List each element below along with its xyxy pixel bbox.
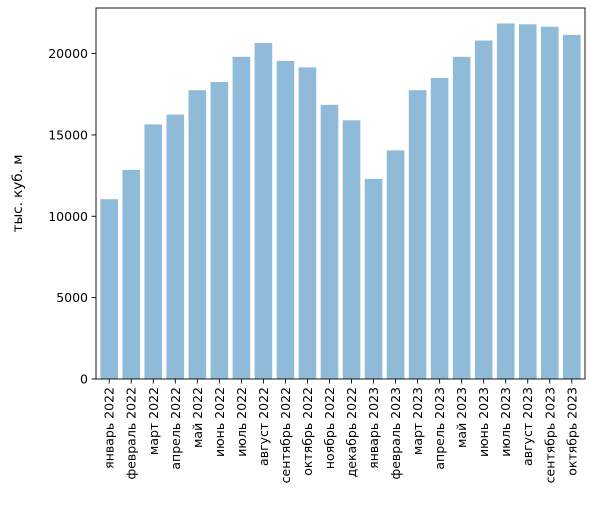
x-tick-label: март 2022 — [146, 387, 161, 455]
x-tick-label: апрель 2023 — [432, 387, 447, 470]
x-tick-label: декабрь 2022 — [344, 387, 359, 477]
y-tick-label: 15000 — [48, 127, 88, 142]
bar — [540, 26, 559, 380]
bar — [100, 199, 119, 379]
bar — [122, 169, 141, 379]
y-tick-label: 5000 — [56, 290, 88, 305]
x-tick-label: февраль 2022 — [124, 387, 139, 479]
bar — [342, 120, 361, 379]
x-tick-label: январь 2022 — [102, 387, 117, 469]
bar — [144, 124, 163, 379]
bar — [562, 34, 581, 379]
bar — [254, 42, 273, 379]
bar — [232, 56, 251, 379]
y-tick-label: 0 — [80, 372, 88, 387]
x-tick-label: июнь 2023 — [476, 387, 491, 457]
x-tick-label: январь 2023 — [366, 387, 381, 469]
bar — [452, 56, 471, 379]
bar — [210, 82, 229, 379]
x-axis: январь 2022 февраль 2022 март 2022 апрель 2… — [102, 379, 579, 483]
x-tick-label: октябрь 2022 — [300, 387, 315, 476]
x-tick-label: март 2023 — [410, 387, 425, 455]
bar — [474, 40, 493, 379]
bar — [320, 104, 339, 379]
bar — [408, 90, 427, 380]
x-tick-label: сентябрь 2022 — [278, 387, 293, 483]
x-tick-label: октябрь 2023 — [564, 387, 579, 476]
x-tick-label: февраль 2023 — [388, 387, 403, 479]
x-tick-label: июль 2022 — [234, 387, 249, 457]
bar — [364, 178, 383, 379]
bar — [166, 114, 185, 379]
bar — [430, 77, 449, 379]
x-tick-label: июнь 2022 — [212, 387, 227, 457]
bar — [276, 60, 295, 379]
x-tick-label: май 2022 — [190, 387, 205, 448]
x-tick-label: ноябрь 2022 — [322, 387, 337, 469]
plot-frame — [95, 7, 586, 380]
bar — [298, 67, 317, 379]
bar — [518, 24, 537, 380]
y-tick-label: 20000 — [48, 46, 88, 61]
x-tick-label: апрель 2022 — [168, 387, 183, 470]
y-axis: 0 5000 10000 15000 20000 — [48, 46, 96, 387]
x-tick-label: август 2023 — [520, 387, 535, 466]
bars-group — [100, 23, 581, 380]
bar — [188, 90, 207, 380]
bar — [386, 150, 405, 379]
x-tick-label: май 2023 — [454, 387, 469, 448]
y-axis-label: тыс. куб. м — [10, 155, 26, 233]
x-tick-label: июль 2023 — [498, 387, 513, 457]
x-tick-label: август 2022 — [256, 387, 271, 466]
x-tick-label: сентябрь 2023 — [542, 387, 557, 483]
y-tick-label: 10000 — [48, 209, 88, 224]
bar — [496, 23, 515, 380]
